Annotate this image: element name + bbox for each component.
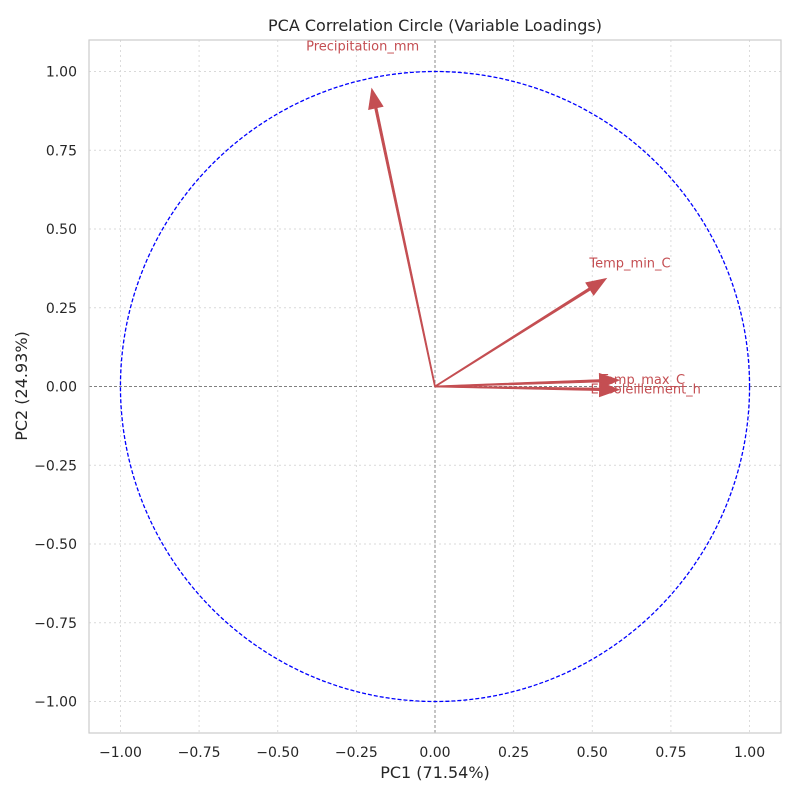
loading-label: Temp_min_C bbox=[588, 257, 670, 272]
loading-arrow bbox=[368, 87, 436, 387]
x-tick-label: −0.50 bbox=[256, 745, 299, 761]
y-tick-label: −0.25 bbox=[34, 458, 77, 474]
y-tick-label: 0.50 bbox=[46, 222, 77, 238]
y-tick-label: 0.75 bbox=[46, 143, 77, 159]
plot-frame bbox=[88, 39, 782, 734]
loading-arrow-head bbox=[599, 381, 621, 398]
arrow-layer bbox=[368, 87, 621, 398]
loading-label: Ensoleillement_h bbox=[591, 383, 701, 398]
y-tick-label: −1.00 bbox=[34, 695, 77, 711]
x-tick-labels: −1.00 −0.75 −0.50 −0.25 0.00 0.25 0.50 0.75 1.00 bbox=[99, 745, 765, 761]
x-tick-label: −1.00 bbox=[99, 745, 142, 761]
y-tick-label: −0.50 bbox=[34, 537, 77, 553]
x-tick-label: −0.75 bbox=[178, 745, 221, 761]
x-tick-label: 1.00 bbox=[734, 745, 765, 761]
circle-layer bbox=[119, 70, 751, 703]
x-tick-label: 0.75 bbox=[655, 745, 686, 761]
x-tick-label: −0.25 bbox=[335, 745, 378, 761]
y-tick-label: 0.25 bbox=[46, 301, 77, 317]
loading-arrow bbox=[434, 381, 621, 398]
x-tick-label: 0.25 bbox=[498, 745, 529, 761]
y-tick-label: 0.00 bbox=[46, 380, 77, 396]
x-tick-label: 0.50 bbox=[577, 745, 608, 761]
y-axis-title: PC2 (24.93%) bbox=[12, 331, 31, 441]
y-tick-label: −0.75 bbox=[34, 616, 77, 632]
y-tick-label: 1.00 bbox=[46, 65, 77, 81]
loading-arrow-head bbox=[585, 277, 608, 296]
plot-border bbox=[88, 39, 782, 734]
x-tick-label: 0.00 bbox=[419, 745, 450, 761]
chart-title: PCA Correlation Circle (Variable Loading… bbox=[268, 16, 602, 35]
loading-label: Temp_max_C bbox=[599, 373, 685, 388]
label-layer: Precipitation_mm Temp_min_C Temp_max_CEnso… bbox=[306, 39, 701, 397]
loading-arrow-head bbox=[368, 87, 384, 110]
x-axis-title: PC1 (71.54%) bbox=[380, 763, 490, 782]
loading-label: Precipitation_mm bbox=[306, 39, 419, 54]
unit-circle bbox=[119, 70, 751, 703]
y-tick-labels: −1.00 −0.75 −0.50 −0.25 0.00 0.25 0.50 0.75 1.00 bbox=[34, 65, 77, 711]
